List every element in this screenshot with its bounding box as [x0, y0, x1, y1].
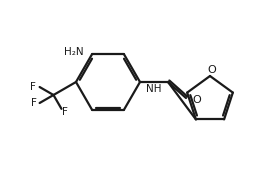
- Text: F: F: [62, 107, 68, 117]
- Text: F: F: [31, 98, 37, 108]
- Text: F: F: [30, 82, 36, 92]
- Text: H₂N: H₂N: [64, 47, 84, 57]
- Text: NH: NH: [146, 84, 162, 94]
- Text: O: O: [208, 65, 216, 75]
- Text: O: O: [192, 95, 201, 105]
